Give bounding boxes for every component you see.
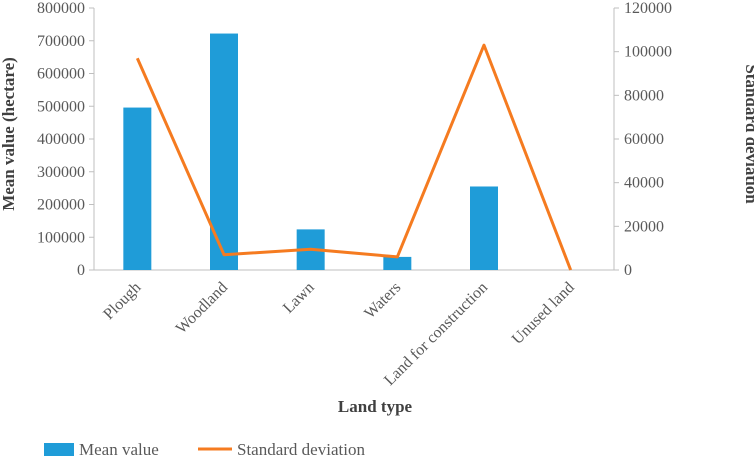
standard-deviation-line <box>135 43 573 271</box>
y2-tick-label: 40000 <box>624 175 664 192</box>
y2-tick-label: 60000 <box>624 131 664 148</box>
y-tick-label: 700000 <box>37 33 85 50</box>
y2-tick-label: 20000 <box>624 218 664 235</box>
y2-tick-label: 120000 <box>624 0 672 17</box>
x-axis-title: Land type <box>338 397 413 416</box>
x-tick-label-waters: Waters <box>361 279 404 322</box>
legend-label-mean-value: Mean value <box>79 440 159 456</box>
x-tick-label-lawn: Lawn <box>280 279 318 317</box>
y2-tick-labels: 0 20000 40000 60000 80000 100000 120000 <box>614 0 672 279</box>
y-tick-label: 400000 <box>37 131 85 148</box>
legend: Mean value Standard deviation <box>44 440 365 456</box>
y-tick-label: 300000 <box>37 164 85 181</box>
y-tick-label: 600000 <box>37 66 85 83</box>
bar-land-for-construction <box>470 186 498 270</box>
y2-axis-title: Standard deviation <box>742 64 754 204</box>
bars <box>123 33 498 270</box>
y2-tick-label: 100000 <box>624 44 672 61</box>
x-tick-label-unused-land: Unused land <box>509 279 578 348</box>
y-tick-label: 100000 <box>37 229 85 246</box>
bar-plough <box>123 107 152 270</box>
line-series <box>135 43 573 271</box>
y-tick-label: 800000 <box>37 0 85 17</box>
x-tick-label-woodland: Woodland <box>173 279 231 337</box>
y-tick-labels: 0 100000 200000 300000 400000 500000 600000 700… <box>37 0 94 279</box>
y-tick-label: 0 <box>77 262 85 279</box>
legend-swatch-mean-value <box>44 443 74 456</box>
y-tick-label: 200000 <box>37 197 85 214</box>
y2-tick-label: 80000 <box>624 87 664 104</box>
y2-tick-label: 0 <box>624 262 632 279</box>
bar-waters <box>383 256 412 270</box>
legend-label-standard-deviation: Standard deviation <box>237 440 365 456</box>
x-tick-label-plough: Plough <box>100 279 144 323</box>
y-tick-label: 500000 <box>37 98 85 115</box>
y-axis-title: Mean value (hectare) <box>0 57 18 211</box>
